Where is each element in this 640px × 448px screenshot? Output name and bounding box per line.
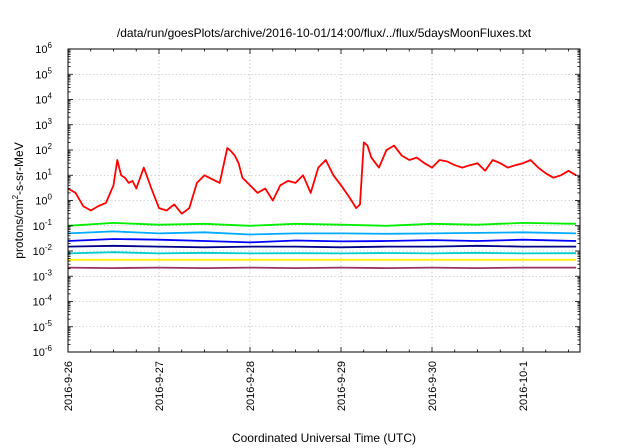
series-line-0 [67, 141, 577, 215]
y-tick-label: 10-5 [33, 319, 53, 334]
x-tick-labels: 2016-9-26 2016-9-27 2016-9-28 2016-9-29 2016… [63, 361, 530, 411]
y-axis-label: protons/cm2-s-sr-MeV [11, 142, 26, 258]
x-axis-label: Coordinated Universal Time (UTC) [232, 431, 416, 445]
y-tick-label: 10-3 [33, 268, 53, 283]
y-tick-label: 102 [35, 142, 52, 157]
series-line-2 [67, 230, 577, 236]
y-axis-label-main: protons/cm [12, 199, 26, 258]
chart-title: /data/run/goesPlots/archive/2016-10-01/1… [117, 26, 532, 40]
series-line-7 [67, 266, 577, 270]
y-tick-label: 105 [35, 66, 52, 81]
y-tick-label: 10-2 [33, 243, 53, 258]
y-axis-label-exponent: 2 [11, 194, 20, 199]
grid-lines [68, 49, 580, 352]
x-tick-label: 2016-9-26 [63, 361, 75, 411]
y-tick-label: 103 [35, 117, 52, 132]
y-tick-label: 100 [35, 193, 52, 208]
series-line-1 [67, 221, 577, 227]
x-tick-label: 2016-9-29 [336, 361, 348, 411]
series-line-5 [67, 251, 577, 255]
x-tick-label: 2016-9-30 [427, 361, 439, 411]
y-tick-label: 10-4 [33, 294, 53, 309]
series-line-4 [67, 244, 577, 249]
y-tick-labels: 10-6 10-5 10-4 10-3 10-2 10-1 100 101 102 103 104 1… [33, 41, 53, 359]
x-tick-label: 2016-9-28 [245, 361, 257, 411]
series-line-3 [67, 238, 577, 244]
x-tick-label: 2016-9-27 [154, 361, 166, 411]
y-tick-label: 101 [35, 167, 52, 182]
y-tick-label: 104 [35, 92, 52, 107]
x-tick-label: 2016-10-1 [518, 361, 530, 411]
y-tick-label: 106 [35, 41, 52, 56]
y-axis-label-unit: -s-sr-MeV [12, 142, 26, 195]
y-tick-label: 10-6 [33, 344, 53, 359]
y-tick-label: 10-1 [33, 218, 53, 233]
axis-ticks [67, 48, 580, 353]
series-layer [67, 141, 577, 270]
